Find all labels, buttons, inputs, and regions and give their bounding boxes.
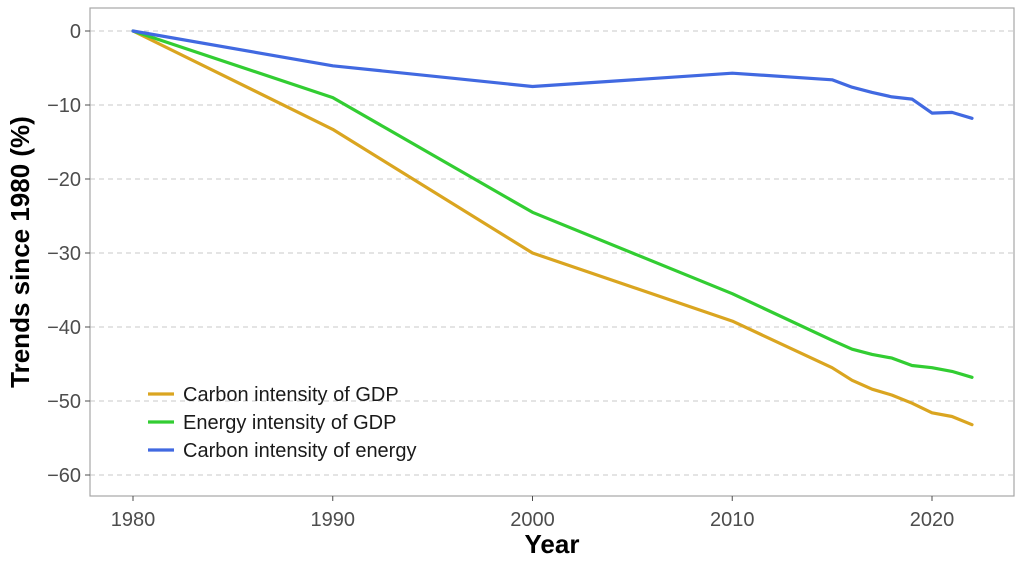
series-line-1 [131,29,974,427]
x-axis-title: Year [525,529,580,559]
y-axis-ticks: 0 −10 −20 −30 −40 −50 −60 [47,21,90,487]
x-tick-label: 2000 [510,509,555,531]
y-tick-label: 0 [70,21,81,43]
y-tick-label: −40 [47,317,81,339]
y-tick-label: −20 [47,169,81,191]
series-line-3 [131,29,974,120]
y-axis-title: Trends since 1980 (%) [5,116,35,388]
x-tick-label: 1980 [111,509,156,531]
x-tick-label: 2010 [710,509,755,531]
y-tick-label: −50 [47,391,81,413]
series-lines [131,29,974,427]
x-tick-label: 1990 [311,509,356,531]
grid-lines [90,30,1014,476]
series-line-2 [131,29,974,379]
legend-label: Carbon intensity of energy [183,440,416,462]
plot-area-frame [89,7,1015,497]
legend-label: Carbon intensity of GDP [183,384,399,406]
x-axis-ticks: 1980 1990 2000 2010 2020 [111,496,955,531]
legend-label: Energy intensity of GDP [183,412,396,434]
y-tick-label: −30 [47,243,81,265]
y-tick-label: −10 [47,95,81,117]
y-tick-label: −60 [47,465,81,487]
legend: Carbon intensity of GDP Energy intensity … [148,384,416,462]
x-tick-label: 2020 [910,509,955,531]
